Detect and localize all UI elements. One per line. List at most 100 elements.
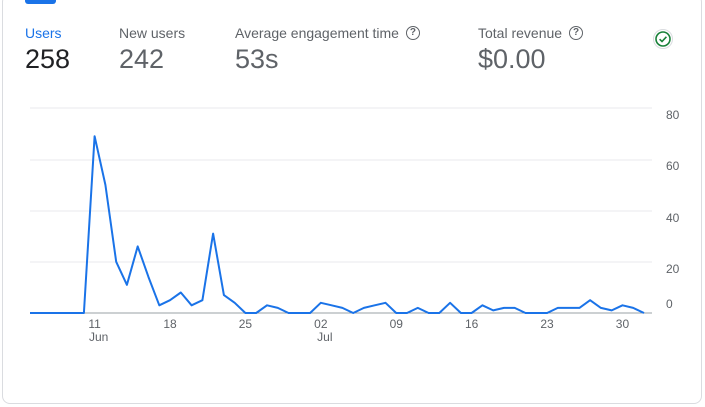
data-point[interactable] <box>27 310 33 316</box>
x-tick-label: 11 <box>88 317 101 331</box>
data-point[interactable] <box>383 300 389 306</box>
data-point[interactable] <box>490 307 496 313</box>
data-point[interactable] <box>447 300 453 306</box>
data-point[interactable] <box>307 310 313 316</box>
data-point[interactable] <box>641 310 647 316</box>
chart-grid <box>30 107 652 314</box>
metric-new-users-value: 242 <box>119 44 165 74</box>
data-point[interactable] <box>221 292 227 298</box>
data-point[interactable] <box>426 310 432 316</box>
data-point[interactable] <box>587 297 593 303</box>
data-point[interactable] <box>275 305 281 311</box>
data-point[interactable] <box>329 302 335 308</box>
data-point[interactable] <box>253 310 259 316</box>
data-point[interactable] <box>113 259 119 265</box>
data-point[interactable] <box>146 274 152 280</box>
data-point[interactable] <box>178 290 184 296</box>
y-axis-ticks: 80 60 40 20 0 <box>666 108 680 311</box>
data-point[interactable] <box>523 310 529 316</box>
data-point[interactable] <box>49 310 55 316</box>
data-point[interactable] <box>189 302 195 308</box>
data-point[interactable] <box>124 282 130 288</box>
metric-users-value: 258 <box>25 44 71 74</box>
x-tick-label: 25 <box>239 317 253 331</box>
x-tick-month-label: Jun <box>89 330 108 344</box>
data-point[interactable] <box>232 300 238 306</box>
metric-total-revenue-tab[interactable]: Total revenue? $0.00 <box>478 0 598 80</box>
data-point[interactable] <box>361 305 367 311</box>
data-point[interactable] <box>296 310 302 316</box>
check-mark-icon <box>655 31 671 47</box>
data-point[interactable] <box>38 310 44 316</box>
x-tick-label: 02 <box>314 317 328 331</box>
metric-engagement-value: 53s <box>235 44 279 74</box>
help-icon[interactable]: ? <box>405 26 420 40</box>
data-point[interactable] <box>469 310 475 316</box>
data-point[interactable] <box>81 310 87 316</box>
data-point[interactable] <box>404 310 410 316</box>
data-point[interactable] <box>479 302 485 308</box>
data-point[interactable] <box>135 243 141 249</box>
metric-engagement-label: Average engagement time? <box>235 25 420 41</box>
metric-revenue-label-text: Total revenue <box>478 25 563 41</box>
x-tick-label: 18 <box>163 317 177 331</box>
data-point[interactable] <box>415 305 421 311</box>
data-point[interactable] <box>372 302 378 308</box>
data-point[interactable] <box>210 231 216 237</box>
y-tick-label: 80 <box>666 108 680 122</box>
metric-users-label-text: Users <box>25 25 62 41</box>
metric-users-tab[interactable]: Users 258 <box>25 0 85 80</box>
check-circle-icon[interactable] <box>653 29 673 49</box>
metric-new-users-label-text: New users <box>119 25 186 41</box>
data-point[interactable] <box>70 310 76 316</box>
data-point[interactable] <box>59 310 65 316</box>
data-point[interactable] <box>199 297 205 303</box>
y-tick-label: 40 <box>666 211 680 225</box>
metric-users-label: Users <box>25 25 62 41</box>
data-point[interactable] <box>167 297 173 303</box>
metric-engagement-label-text: Average engagement time <box>235 25 399 41</box>
chart-series <box>27 133 647 316</box>
x-tick-label: 16 <box>465 317 479 331</box>
metric-new-users-label: New users <box>119 25 185 41</box>
data-point[interactable] <box>609 307 615 313</box>
y-tick-label: 20 <box>666 262 680 276</box>
data-point[interactable] <box>436 310 442 316</box>
y-tick-label: 0 <box>666 297 673 311</box>
data-point[interactable] <box>598 305 604 311</box>
data-point[interactable] <box>242 310 248 316</box>
data-point[interactable] <box>318 300 324 306</box>
metric-tabs: Users 258 New users 242 Average engageme… <box>0 0 705 90</box>
active-tab-indicator <box>25 0 56 4</box>
data-point[interactable] <box>566 305 572 311</box>
data-point[interactable] <box>102 182 108 188</box>
metric-revenue-value: $0.00 <box>478 44 546 74</box>
metric-engagement-time-tab[interactable]: Average engagement time? 53s <box>235 0 435 80</box>
data-point[interactable] <box>156 302 162 308</box>
data-point[interactable] <box>576 305 582 311</box>
y-tick-label: 60 <box>666 159 680 173</box>
data-point[interactable] <box>393 310 399 316</box>
help-icon[interactable]: ? <box>569 26 584 40</box>
data-point[interactable] <box>501 305 507 311</box>
data-point[interactable] <box>620 302 626 308</box>
data-point[interactable] <box>512 305 518 311</box>
series-line-users[interactable] <box>30 135 645 314</box>
data-point[interactable] <box>350 310 356 316</box>
data-point[interactable] <box>286 310 292 316</box>
data-point[interactable] <box>630 305 636 311</box>
data-point[interactable] <box>264 302 270 308</box>
data-point[interactable] <box>458 310 464 316</box>
data-point[interactable] <box>555 305 561 311</box>
data-point[interactable] <box>544 310 550 316</box>
data-point[interactable] <box>533 310 539 316</box>
x-tick-label: 09 <box>390 317 404 331</box>
metric-new-users-tab[interactable]: New users 242 <box>119 0 209 80</box>
data-point[interactable] <box>339 305 345 311</box>
data-point[interactable] <box>92 133 98 139</box>
x-tick-label: 30 <box>616 317 630 331</box>
metric-revenue-label: Total revenue? <box>478 25 584 41</box>
